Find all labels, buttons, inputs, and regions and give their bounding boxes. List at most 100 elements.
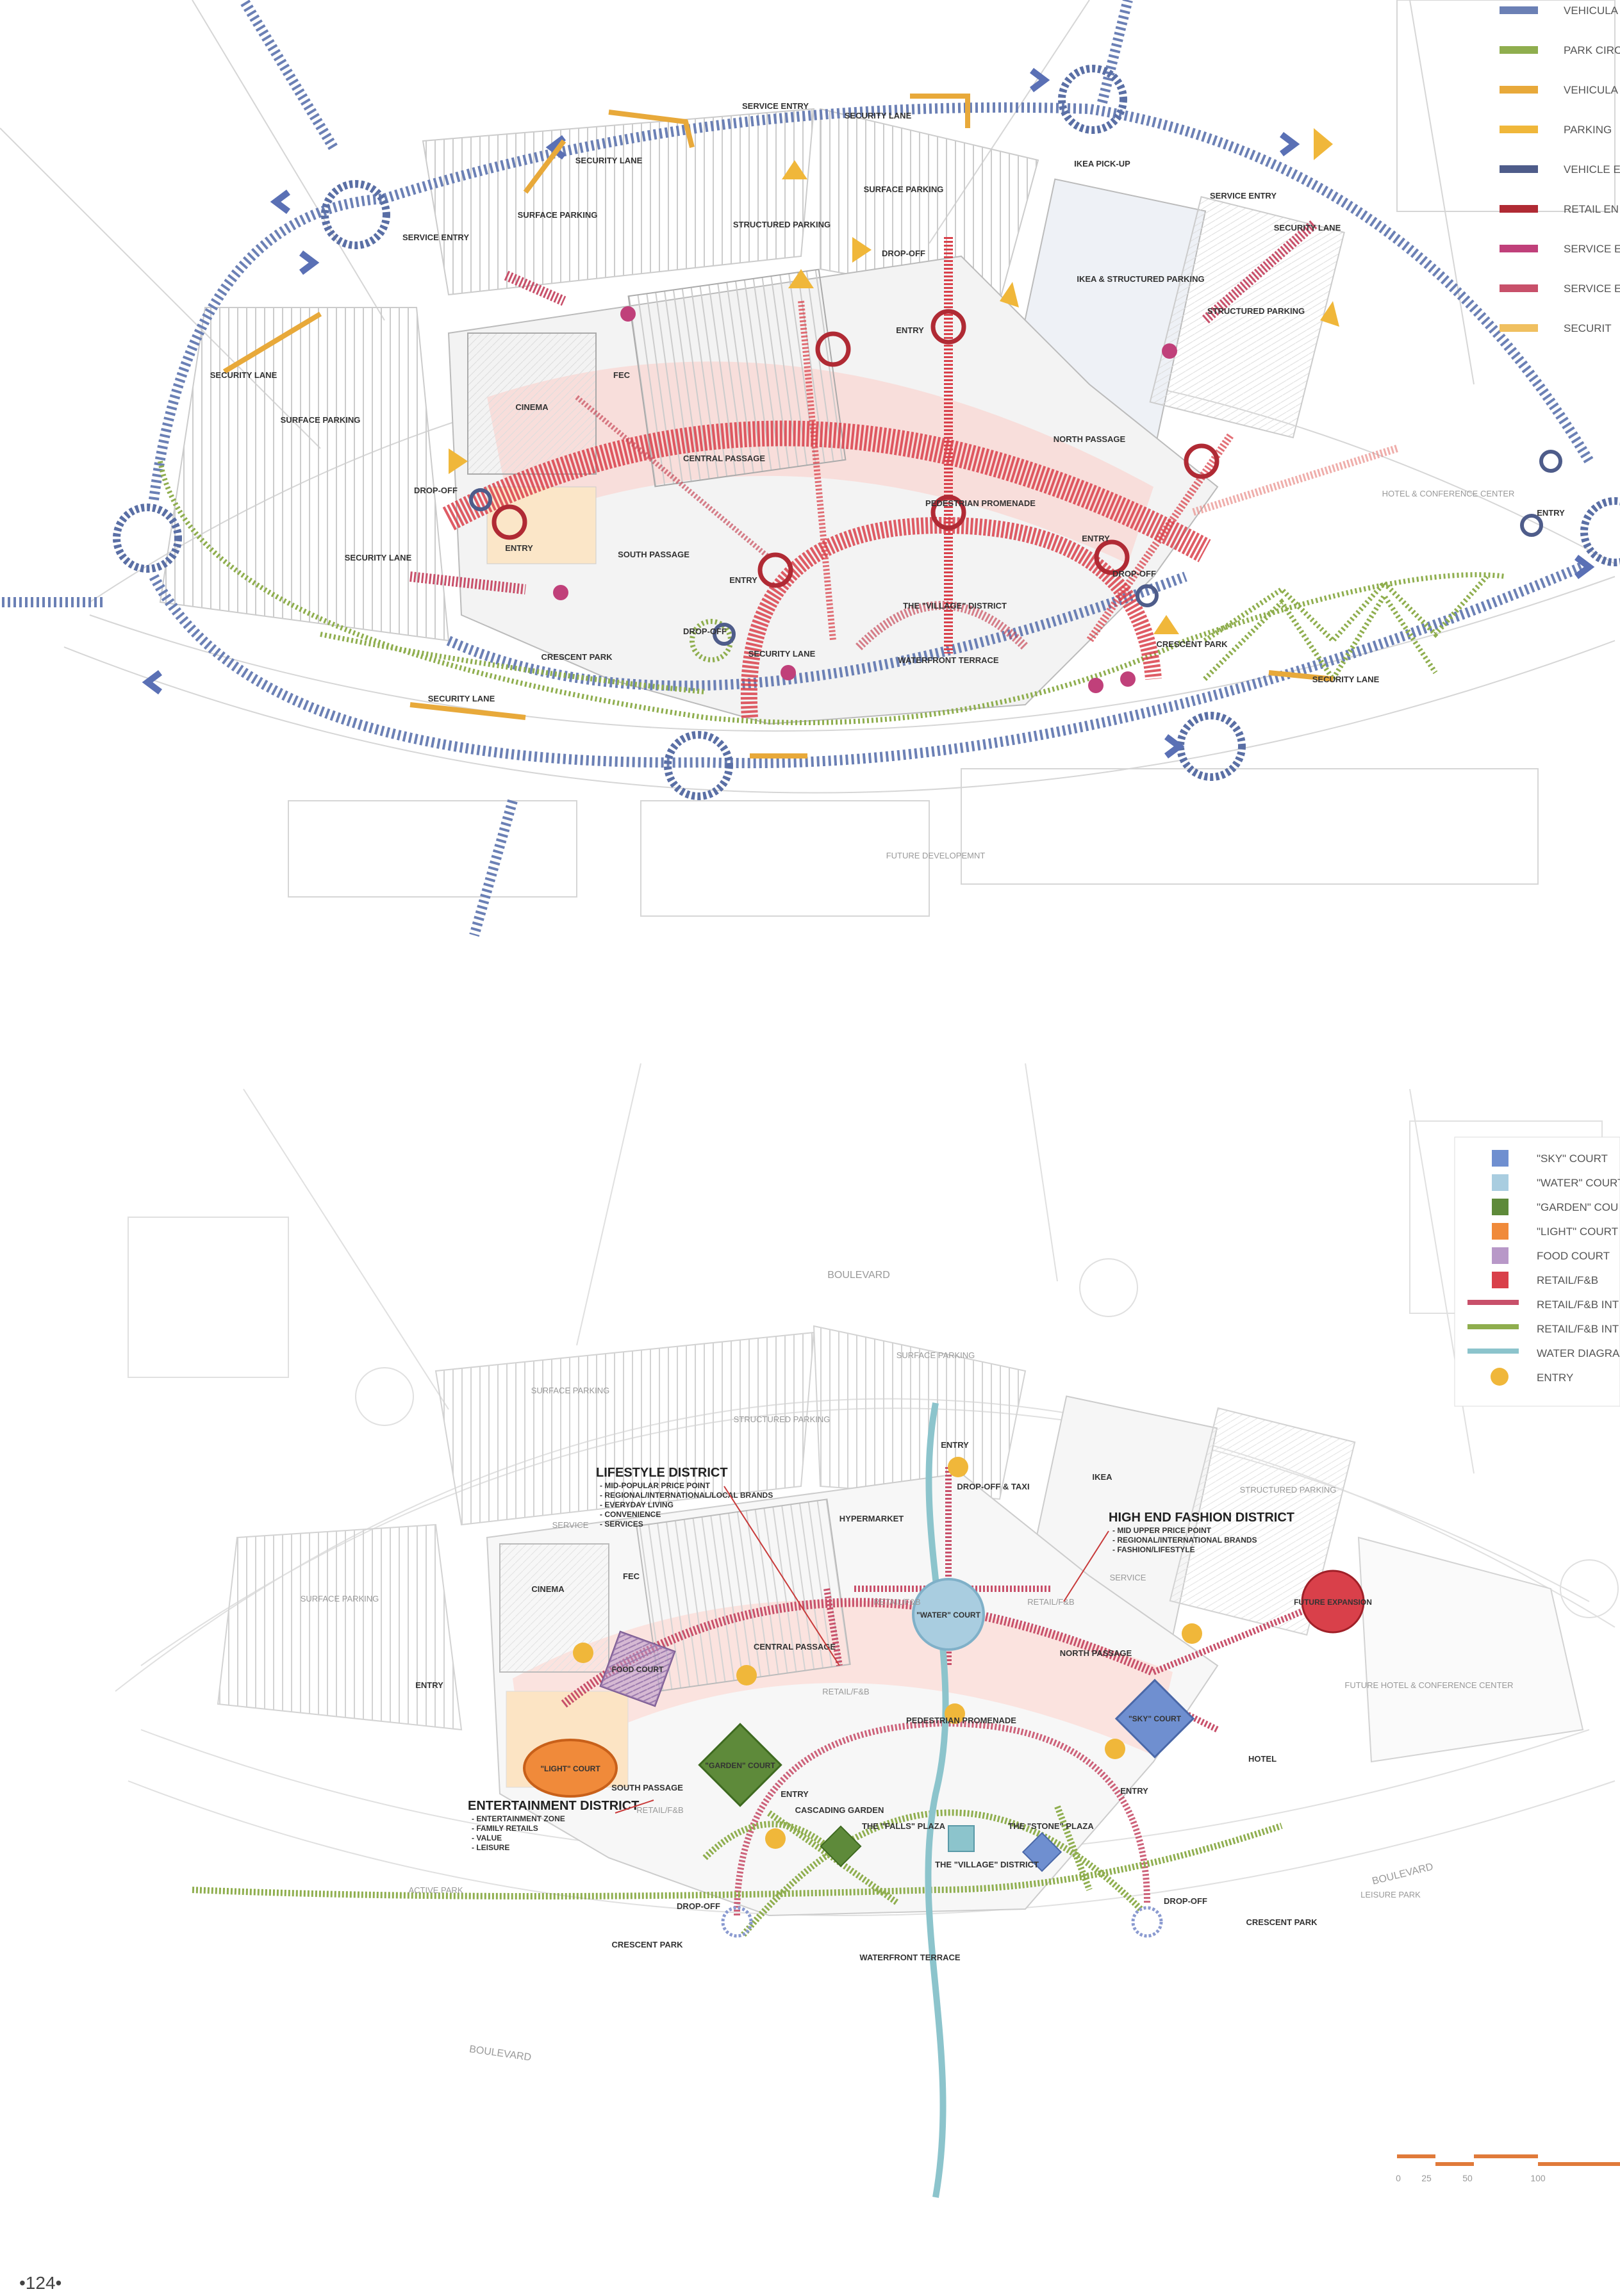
plan-2-label-38: BOULEVARD xyxy=(1371,1862,1435,1887)
plan-1-legend-swatch-5 xyxy=(1500,205,1538,213)
plan-2-court-label-light: "LIGHT" COURT xyxy=(540,1764,600,1773)
plan-1-retail-entries xyxy=(492,309,1219,588)
plan-1-label-32: CRESCENT PARK xyxy=(541,652,613,662)
plan-1-service-stars xyxy=(553,306,1177,693)
plan-1-label-35: SECURITY LANE xyxy=(748,649,816,659)
plan-2-legend-label-4: FOOD COURT xyxy=(1537,1250,1610,1262)
plan-1-parking-arrows xyxy=(449,128,1339,634)
district-item-lifestyle-3: - CONVENIENCE xyxy=(600,1510,661,1519)
plan-1-label-5: SECURITY LANE xyxy=(210,370,277,380)
plan-1-label-34: WATERFRONT TERRACE xyxy=(898,655,999,665)
plan-2-label-34: CRESCENT PARK xyxy=(1246,1917,1318,1927)
district-item-lifestyle-4: - SERVICES xyxy=(600,1520,643,1529)
plan-1-background-linework xyxy=(0,0,1616,917)
plan-2-court-label-garden: "GARDEN" COURT xyxy=(705,1761,775,1770)
plan-1-legend-label-5: RETAIL EN xyxy=(1564,203,1619,215)
plan-1-label-18: CENTRAL PASSAGE xyxy=(683,454,765,463)
plan-1-label-36: SECURITY LANE xyxy=(1312,675,1380,684)
plan-2-label-37: BOULEVARD xyxy=(468,2044,532,2063)
plan-1-legend-swatch-8 xyxy=(1500,324,1538,332)
falls-plaza xyxy=(948,1825,975,1852)
plan-2-label-28: THE "STONE" PLAZA xyxy=(1008,1821,1094,1831)
district-leader-0 xyxy=(723,1486,840,1666)
plan-2-label-15: CENTRAL PASSAGE xyxy=(754,1642,836,1652)
plan-2-dropoff-circles xyxy=(721,1906,1163,1938)
plan-2-label-0: BOULEVARD xyxy=(827,1270,890,1281)
district-item-entertainment-3: - LEISURE xyxy=(472,1843,509,1852)
plan-2-legend-swatch-4 xyxy=(1492,1247,1508,1264)
plan-2-label-5: DROP-OFF & TAXI xyxy=(957,1482,1029,1491)
plan-2-legend-swatch-1 xyxy=(1492,1174,1508,1191)
light-court xyxy=(523,1739,618,1798)
plan-2-label-25: FUTURE HOTEL & CONFERENCE CENTER xyxy=(1344,1680,1513,1690)
district-title-entertainment: ENTERTAINMENT DISTRICT xyxy=(468,1799,639,1813)
plan-2-legend-frame xyxy=(1454,1136,1620,1407)
district-title-lifestyle: LIFESTYLE DISTRICT xyxy=(596,1466,728,1480)
plan-2-legend-label-2: "GARDEN" COU xyxy=(1537,1201,1618,1213)
plan-2-legend-label-0: "SKY" COURT xyxy=(1537,1152,1608,1165)
district-item-lifestyle-1: - REGIONAL/INTERNATIONAL/LOCAL BRANDS xyxy=(600,1491,773,1500)
plan-1-label-16: FEC xyxy=(613,370,631,380)
plan-1-label-6: SURFACE PARKING xyxy=(281,415,361,425)
district-item-entertainment-1: - FAMILY RETAILS xyxy=(472,1824,538,1833)
plan-1-label-7: STRUCTURED PARKING xyxy=(733,220,831,229)
plan-2-labels: BOULEVARD SURFACE PARKING SURFACE PARKING S… xyxy=(301,1270,1514,2063)
plan-2-court-label-future: FUTURE EXPANSION xyxy=(1294,1598,1372,1607)
plan-2-legend-swatch-7 xyxy=(1467,1324,1519,1329)
plan-1-legend: VEHICULA PARK CIRC VEHICULA PARKING VEHICLE … xyxy=(1500,4,1620,334)
plan-2-legend-label-8: WATER DIAGRA xyxy=(1537,1347,1620,1359)
plan-2-label-36: WATERFRONT TERRACE xyxy=(859,1953,961,1962)
plan-1-circulation-diagram: SERVICE ENTRY SECURITY LANE SECURITY LANE S… xyxy=(0,0,1620,937)
plan-1-legend-label-6: SERVICE E xyxy=(1564,243,1620,255)
plan-2-label-23: ENTRY xyxy=(1120,1786,1148,1796)
plan-1-label-1: SECURITY LANE xyxy=(845,111,912,120)
plan-2-scale-segment-2 xyxy=(1474,2154,1538,2158)
plan-2-entry-dots xyxy=(573,1457,1202,1849)
plan-1-vehicular-circulation xyxy=(0,0,1594,937)
plan-1-label-15: ENTRY xyxy=(896,325,924,335)
plan-2-building-mass xyxy=(486,1472,1219,1917)
plan-1-legend-swatch-3 xyxy=(1500,126,1538,133)
plan-2-scale-label-3: 100 xyxy=(1530,2173,1546,2183)
plan-2-legend-swatch-3 xyxy=(1492,1223,1508,1240)
plan-2-legend-label-6: RETAIL/F&B INT xyxy=(1537,1299,1619,1311)
plan-1-label-2: SECURITY LANE xyxy=(575,156,643,165)
plan-2-legend: "SKY" COURT "WATER" COURT "GARDEN" COU "LIG… xyxy=(1454,1136,1620,1407)
plan-2-court-label-food: FOOD COURT xyxy=(612,1665,664,1674)
district-item-entertainment-2: - VALUE xyxy=(472,1833,502,1842)
plan-1-legend-label-7: SERVICE E xyxy=(1564,283,1620,295)
plan-2-scale-label-2: 50 xyxy=(1462,2173,1473,2183)
plan-2-label-31: DROP-OFF xyxy=(1164,1896,1207,1906)
plan-1-label-3: SURFACE PARKING xyxy=(518,210,598,220)
plan-1-label-11: SERVICE ENTRY xyxy=(1210,191,1277,201)
plan-2-label-29: THE "VILLAGE" DISTRICT xyxy=(935,1860,1039,1869)
sky-court xyxy=(1114,1678,1195,1759)
plan-2-label-39: RETAIL/F&B xyxy=(636,1805,683,1815)
plan-2-label-13: SERVICE xyxy=(1110,1573,1146,1582)
plan-2-legend-swatch-2 xyxy=(1492,1199,1508,1215)
plan-1-legend-label-1: PARK CIRC xyxy=(1564,44,1620,56)
plan-1-direction-chevrons xyxy=(142,68,1595,758)
plan-2-label-27: CASCADING GARDEN xyxy=(795,1805,884,1815)
plan-1-label-13: STRUCTURED PARKING xyxy=(1207,306,1305,316)
plan-1-label-0: SERVICE ENTRY xyxy=(742,101,809,111)
plan-1-label-14: DROP-OFF xyxy=(882,249,925,258)
plan-1-label-17: CINEMA xyxy=(515,402,549,412)
plan-2-label-8: HYPERMARKET xyxy=(839,1514,904,1523)
plan-2-label-11: CINEMA xyxy=(531,1584,565,1594)
plan-2-label-12: SURFACE PARKING xyxy=(301,1594,379,1603)
plan-2-scale-label-0: 0 xyxy=(1396,2173,1401,2183)
plan-2-legend-swatch-6 xyxy=(1467,1300,1519,1305)
district-item-fashion-0: - MID UPPER PRICE POINT xyxy=(1112,1526,1212,1535)
garden-court xyxy=(698,1723,782,1807)
plan-1-legend-swatch-6 xyxy=(1500,245,1538,252)
plan-1-label-22: DROP-OFF xyxy=(414,486,458,495)
plan-1-label-4: SERVICE ENTRY xyxy=(402,233,469,242)
plan-2-court-label-sky: "SKY" COURT xyxy=(1128,1714,1182,1723)
plan-1-retail-passages xyxy=(442,237,1398,718)
plan-2-legend-swatch-8 xyxy=(1467,1349,1519,1354)
plan-2-label-32: ACTIVE PARK xyxy=(408,1885,463,1895)
plan-2-label-17: RETAIL/F&B xyxy=(873,1597,920,1607)
plan-1-labels: SERVICE ENTRY SECURITY LANE SECURITY LANE S… xyxy=(210,101,1565,860)
plan-2-court-label-water: "WATER" COURT xyxy=(916,1611,980,1620)
